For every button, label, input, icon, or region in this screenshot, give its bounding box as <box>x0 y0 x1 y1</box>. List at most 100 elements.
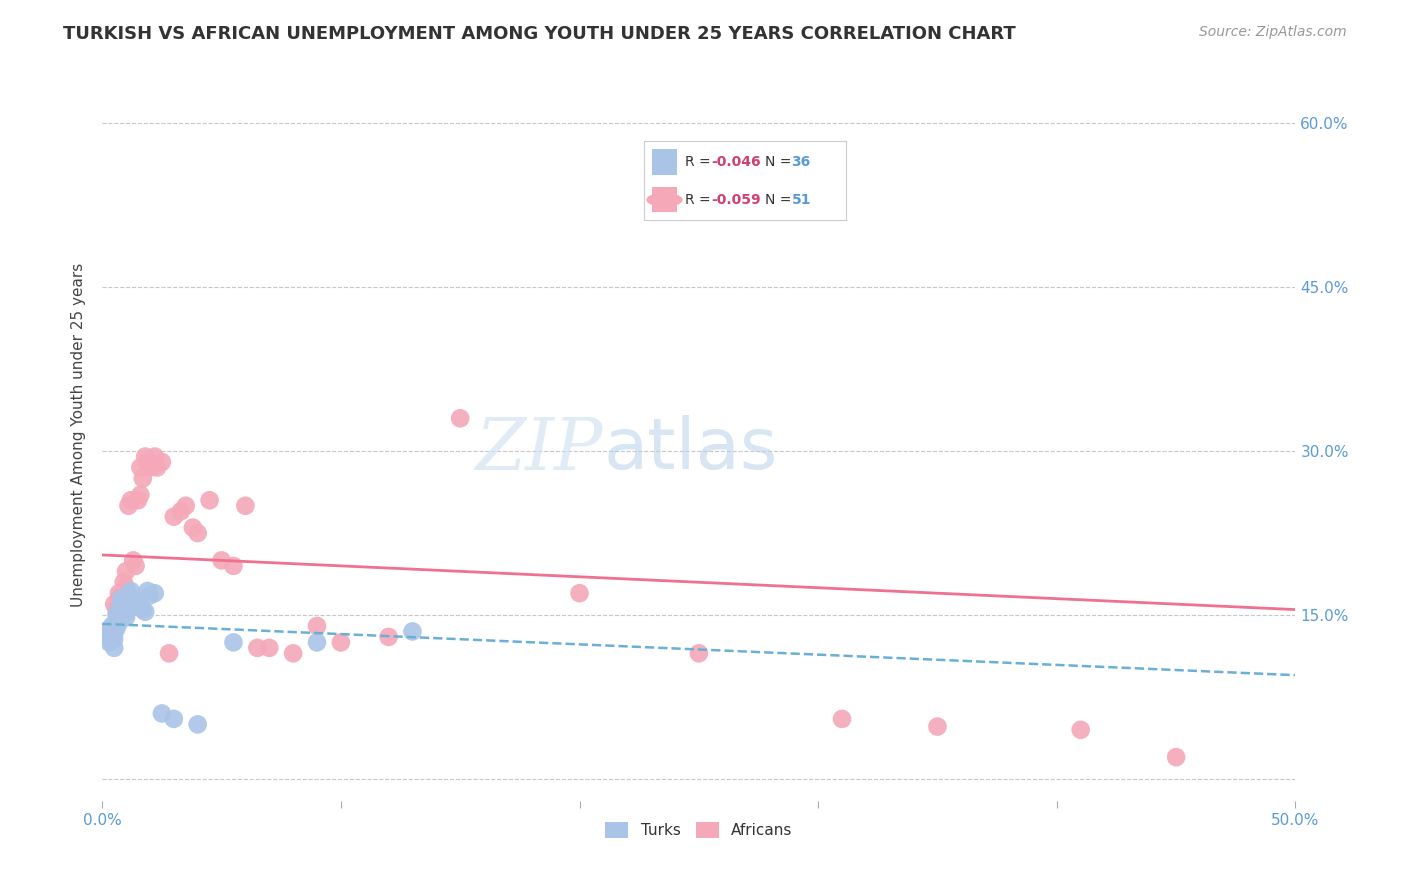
Text: N =: N = <box>765 155 796 169</box>
Point <box>136 455 159 469</box>
Point <box>139 588 162 602</box>
Point <box>831 712 853 726</box>
Point <box>377 630 399 644</box>
Point <box>115 610 138 624</box>
Circle shape <box>647 193 682 207</box>
Point <box>124 558 146 573</box>
Point <box>129 599 152 614</box>
Point <box>112 602 135 616</box>
Point <box>305 619 328 633</box>
Y-axis label: Unemployment Among Youth under 25 years: Unemployment Among Youth under 25 years <box>72 262 86 607</box>
Point <box>134 605 156 619</box>
Point <box>136 584 159 599</box>
Point <box>108 591 131 606</box>
Point <box>449 411 471 425</box>
Point <box>143 450 166 464</box>
Point <box>281 646 304 660</box>
Text: atlas: atlas <box>603 415 778 483</box>
Point <box>329 635 352 649</box>
Point <box>127 597 149 611</box>
Point <box>98 624 121 639</box>
Point <box>688 646 710 660</box>
Point <box>105 621 128 635</box>
Point <box>187 717 209 731</box>
Point <box>235 499 257 513</box>
Point <box>108 610 131 624</box>
Point <box>1166 750 1188 764</box>
Text: -0.059: -0.059 <box>711 193 761 207</box>
Text: ZIP: ZIP <box>477 414 603 484</box>
Point <box>110 591 132 606</box>
Point <box>117 588 139 602</box>
Text: 36: 36 <box>792 155 811 169</box>
Point <box>127 493 149 508</box>
Point <box>568 586 591 600</box>
Point <box>103 626 125 640</box>
Text: R =: R = <box>685 155 714 169</box>
Point <box>103 619 125 633</box>
Point <box>115 606 138 620</box>
Point <box>115 581 138 595</box>
Point <box>96 630 118 644</box>
Point <box>222 558 245 573</box>
Point <box>129 460 152 475</box>
Point <box>139 460 162 475</box>
Point <box>143 586 166 600</box>
Point <box>100 619 122 633</box>
Point <box>187 526 209 541</box>
Point <box>246 640 269 655</box>
Point <box>927 720 949 734</box>
Point <box>112 575 135 590</box>
Point <box>108 586 131 600</box>
Point <box>146 460 169 475</box>
Point <box>124 595 146 609</box>
Point <box>150 706 173 721</box>
Point <box>129 488 152 502</box>
Point <box>198 493 221 508</box>
Point <box>112 599 135 614</box>
Point <box>132 602 155 616</box>
Point <box>132 471 155 485</box>
Point <box>222 635 245 649</box>
Point <box>259 640 281 655</box>
Text: R =: R = <box>685 193 714 207</box>
Point <box>105 614 128 628</box>
Point <box>134 450 156 464</box>
Point <box>305 635 328 649</box>
FancyBboxPatch shape <box>652 149 676 175</box>
Point <box>100 624 122 639</box>
Text: TURKISH VS AFRICAN UNEMPLOYMENT AMONG YOUTH UNDER 25 YEARS CORRELATION CHART: TURKISH VS AFRICAN UNEMPLOYMENT AMONG YO… <box>63 25 1017 43</box>
Point <box>401 624 423 639</box>
Text: -0.046: -0.046 <box>711 155 761 169</box>
Point <box>120 493 142 508</box>
Point <box>103 597 125 611</box>
Point <box>105 602 128 616</box>
Point <box>110 597 132 611</box>
Text: N =: N = <box>765 193 796 207</box>
Point <box>122 591 145 606</box>
Text: 51: 51 <box>792 193 811 207</box>
Point <box>105 614 128 628</box>
Point <box>98 635 121 649</box>
Point <box>117 499 139 513</box>
Point <box>103 632 125 646</box>
Point <box>115 565 138 579</box>
Point <box>110 588 132 602</box>
Legend: Turks, Africans: Turks, Africans <box>599 816 799 845</box>
Point <box>105 608 128 623</box>
Point <box>122 553 145 567</box>
Point <box>181 520 204 534</box>
Point <box>211 553 233 567</box>
Point <box>174 499 197 513</box>
Point <box>163 509 186 524</box>
Point <box>96 630 118 644</box>
Point <box>1070 723 1092 737</box>
Point <box>170 504 193 518</box>
FancyBboxPatch shape <box>652 187 676 212</box>
Point <box>103 640 125 655</box>
Text: Source: ZipAtlas.com: Source: ZipAtlas.com <box>1199 25 1347 39</box>
Point <box>163 712 186 726</box>
Point <box>150 455 173 469</box>
Point <box>100 632 122 646</box>
Point <box>108 615 131 630</box>
